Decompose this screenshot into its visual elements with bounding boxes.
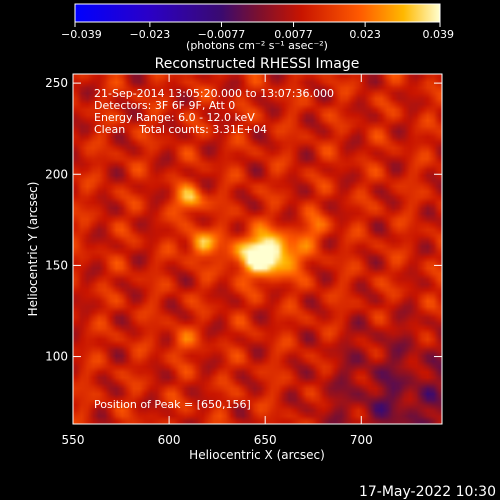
annotation-block: 21-Sep-2014 13:05:20.000 to 13:07:36.000…: [94, 87, 334, 136]
footer-timestamp: 17-May-2022 10:30: [359, 484, 496, 500]
colorbar: −0.039 −0.023 −0.0077 0.0077 0.023 0.039 (pho…: [61, 3, 454, 52]
annotation-detectors: Detectors: 3F 6F 9F, Att 0: [94, 99, 235, 112]
colorbar-tick-label: −0.039: [61, 28, 102, 41]
y-axis-label: Heliocentric Y (arcsec): [26, 182, 40, 317]
annotation-time-range: 21-Sep-2014 13:05:20.000 to 13:07:36.000: [94, 87, 334, 100]
heatmap-image: [73, 74, 442, 424]
colorbar-tick-label: −0.023: [130, 28, 171, 41]
x-tick-label: 700: [350, 433, 373, 447]
x-axis-label: Heliocentric X (arcsec): [189, 448, 325, 462]
heatmap-panel: 550 600 650 700 100 150 200 250: [45, 73, 443, 447]
x-tick-label: 550: [62, 433, 85, 447]
y-tick-label: 100: [45, 350, 68, 364]
x-tick-label: 650: [254, 433, 277, 447]
plot-frame: [72, 73, 443, 425]
annotation-energy-range: Energy Range: 6.0 - 12.0 keV: [94, 111, 255, 124]
axis-ticks: 550 600 650 700 100 150 200 250: [45, 74, 442, 447]
chart-title: Reconstructed RHESSI Image: [155, 56, 360, 72]
y-tick-label: 150: [45, 258, 68, 272]
annotation-clean-counts: Clean Total counts: 3.31E+04: [94, 123, 267, 136]
colorbar-tick-label: −0.0077: [198, 28, 246, 41]
colorbar-ticks: −0.039 −0.023 −0.0077 0.0077 0.023 0.039: [61, 22, 454, 41]
peak-position-label: Position of Peak = [650,156]: [94, 398, 251, 411]
colorbar-unit-label: (photons cm⁻² s⁻¹ asec⁻²): [186, 39, 328, 52]
y-tick-label: 200: [45, 167, 68, 181]
y-tick-label: 250: [45, 76, 68, 90]
colorbar-tick-label: 0.0077: [274, 28, 313, 41]
x-tick-label: 600: [158, 433, 181, 447]
colorbar-gradient: [74, 3, 441, 23]
colorbar-tick-label: 0.023: [349, 28, 381, 41]
colorbar-tick-label: 0.039: [423, 28, 455, 41]
